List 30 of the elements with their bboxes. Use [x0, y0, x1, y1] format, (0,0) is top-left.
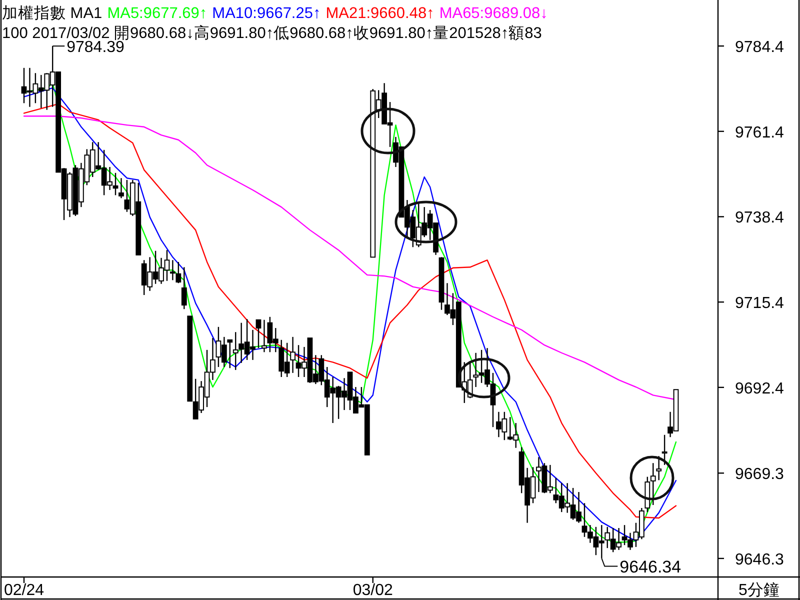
y-tick-label: 9715.4 [735, 295, 784, 312]
y-tick-label: 9692.4 [735, 380, 784, 398]
y-tick-label: 9669.3 [735, 466, 784, 484]
text: MA10:9667.25↑ [212, 5, 321, 22]
x-tick-label: 03/02 [352, 582, 393, 599]
y-tick-label: 9784.4 [735, 39, 784, 56]
candlestick [262, 319, 267, 353]
annotation: 9784.39 [66, 39, 125, 56]
chart-title: 加權指數 MA1 [2, 4, 102, 22]
text: MA5:9677.69↑ [107, 5, 208, 22]
candlestick [227, 339, 233, 369]
text: MA21:9660.48↑ [326, 5, 434, 22]
x-axis-title: 5分鐘 [738, 582, 780, 599]
text: MA65:9689.08↓ [439, 5, 548, 22]
x-tick-label: 02/24 [4, 582, 44, 599]
y-tick-label: 9646.3 [735, 551, 784, 568]
candlestick [232, 332, 238, 371]
candlestick [256, 319, 262, 349]
y-tick-label: 9761.4 [735, 124, 784, 142]
candlestick [112, 172, 118, 196]
candlestick [118, 178, 124, 199]
candlestick [170, 260, 176, 281]
annotation: 9646.34 [601, 557, 682, 576]
annotation: 9784.39 [52, 39, 124, 56]
candlestick [181, 266, 187, 310]
text: 100 2017/03/02 開9680.68↓高9691.80↑低9680.68↑收9691.80↑量201528↑額83 [2, 24, 542, 42]
y-tick-label: 9738.4 [735, 210, 784, 227]
candlestick [176, 261, 182, 284]
candlestick [290, 336, 296, 374]
annotation: 9646.34 [620, 557, 682, 576]
